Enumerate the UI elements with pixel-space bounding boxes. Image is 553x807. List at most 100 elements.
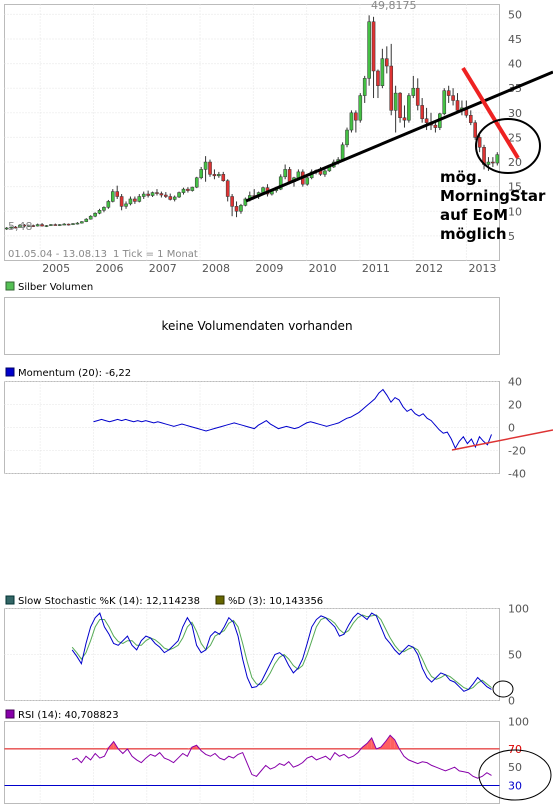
rsi-highlight-circle: [478, 749, 552, 801]
annotation-line-1: mög.: [440, 168, 482, 186]
rsi-y-tick: 100: [508, 716, 529, 729]
candle-down: [371, 21, 376, 72]
indicator-y-tick: -20: [508, 445, 526, 458]
indicator-y-tick: 0: [508, 695, 515, 708]
rsi-overbought-area: [367, 737, 372, 749]
rsi-series-line: [71, 734, 492, 779]
candle-down: [66, 223, 71, 226]
price-x-tick: 2012: [415, 262, 443, 275]
candle-down: [22, 224, 27, 227]
candle-up: [380, 58, 385, 86]
candle-up: [35, 224, 40, 227]
candle-up: [349, 112, 354, 131]
price-gridlines: [4, 4, 500, 261]
price-x-tick: 2005: [42, 262, 70, 275]
candle-up: [203, 161, 208, 170]
price-x-tick: 2011: [362, 262, 390, 275]
period-label: 01.05.04 - 13.08.13 1 Tick = 1 Monat: [8, 249, 198, 260]
candle-up: [283, 169, 287, 178]
candle-up: [278, 176, 283, 190]
annotation-line-2: MorningStar: [440, 187, 546, 205]
candle-up: [190, 186, 195, 191]
candle-up: [128, 198, 133, 205]
candle-down: [473, 122, 477, 138]
candle-down: [385, 58, 389, 67]
volume-panel: Silber Volumen keine Volumendaten vorhan…: [4, 281, 500, 355]
candle-up: [102, 207, 106, 211]
stochastic-d-legend: %D (3): 10,143356: [228, 596, 323, 607]
candle-up: [106, 201, 111, 208]
candle-up: [177, 192, 181, 198]
candle-down: [287, 169, 292, 182]
candle-down: [53, 224, 58, 226]
candle-up: [9, 226, 13, 229]
candle-down: [230, 196, 234, 207]
period-range: 01.05.04 - 13.08.13: [8, 249, 107, 260]
stochastic-k-legend-swatch: [5, 595, 15, 605]
momentum-y-tick-labels: 40 20 0 -20 -40: [508, 376, 526, 481]
candle-up: [141, 193, 146, 197]
candle-up: [62, 223, 66, 226]
rsi-gridlines: [4, 721, 500, 804]
candle-down: [424, 118, 429, 123]
candle-up: [71, 223, 75, 225]
resistance-trend-line: [461, 66, 520, 160]
price-y-tick: 25: [508, 131, 522, 144]
candle-up: [442, 90, 447, 115]
candle-up: [194, 177, 199, 188]
annotation-line-3: auf EoM: [440, 206, 508, 224]
rsi-panel-frame: [4, 721, 500, 804]
candle-up: [27, 225, 31, 227]
price-x-tick-labels: 2005 2006 2007 2008 2009 2010 2011 2012 2013: [42, 262, 496, 275]
rsi-level-70-label: 70: [508, 743, 522, 756]
volume-legend: Silber Volumen: [18, 282, 93, 293]
candle-down: [433, 124, 438, 128]
candle-up: [110, 191, 115, 202]
candle-up: [124, 203, 128, 207]
candle-down: [221, 174, 226, 181]
rsi-y-tick-labels: 100 50 70 30: [508, 716, 529, 793]
price-x-tick: 2007: [149, 262, 177, 275]
candle-down: [168, 196, 173, 200]
candle-down: [415, 87, 420, 106]
indicator-y-tick: 50: [508, 649, 522, 662]
candle-up: [75, 222, 80, 225]
min-label: 5,48: [8, 220, 33, 233]
candle-up: [93, 212, 97, 217]
candle-up: [345, 129, 349, 146]
candle-down: [468, 115, 473, 123]
price-y-tick: 50: [508, 8, 522, 21]
indicator-y-tick: -40: [508, 468, 526, 481]
rsi-y-tick: 50: [508, 761, 522, 774]
price-x-tick: 2006: [95, 262, 123, 275]
candle-up: [239, 205, 243, 212]
momentum-gridlines: [4, 381, 500, 474]
price-y-tick: 40: [508, 58, 522, 71]
price-y-tick: 10: [508, 205, 522, 218]
candle-down: [491, 161, 495, 164]
indicator-y-tick: 20: [508, 399, 522, 412]
candle-up: [305, 177, 310, 185]
momentum-series-line: [93, 388, 492, 450]
candle-up: [367, 21, 371, 79]
candle-up: [49, 224, 53, 226]
stochastic-panel: Slow Stochastic %K (14): 12,114238 %D (3…: [4, 595, 529, 708]
candle-up: [358, 95, 363, 121]
candle-up: [486, 161, 491, 165]
candle-up: [80, 221, 84, 224]
support-trend-line: [245, 70, 553, 203]
candle-down: [164, 194, 168, 197]
stochastic-gridlines: [4, 608, 500, 701]
price-x-tick: 2009: [255, 262, 283, 275]
volume-message: keine Volumendaten vorhanden: [161, 319, 352, 333]
candle-up: [18, 224, 22, 228]
candle-down: [477, 137, 482, 148]
candle-down: [376, 70, 380, 86]
price-panel: 5101520253035404550 20052006200720082009…: [4, 0, 553, 275]
price-y-tick: 30: [508, 107, 522, 120]
momentum-legend-swatch: [5, 367, 15, 377]
candle-up: [84, 218, 89, 222]
indicator-y-tick: 0: [508, 422, 515, 435]
candle-down: [389, 65, 394, 111]
